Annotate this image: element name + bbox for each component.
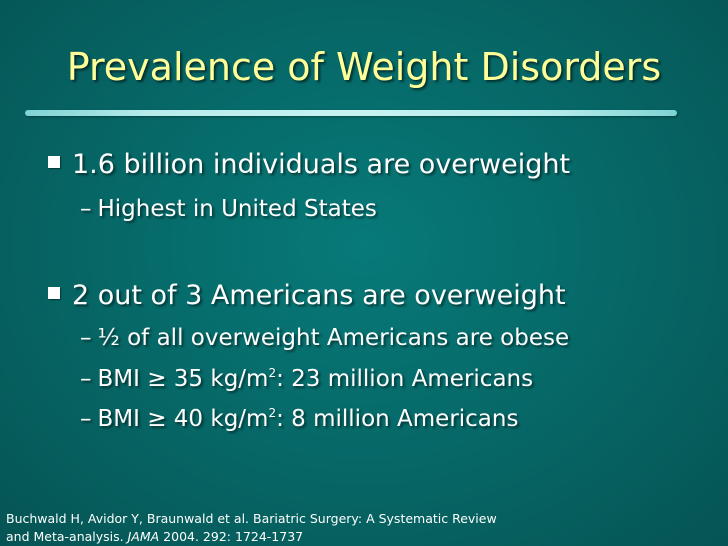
superscript-2: 2 [268,406,277,420]
title-underline [25,110,677,116]
dash-icon: – [80,406,92,432]
bullet-2-text: 2 out of 3 Americans are overweight [72,280,566,311]
square-bullet-icon [48,156,60,168]
citation-line-2-post: 2004. 292: 1724-1737 [159,529,304,544]
sub-bullet-2-1-text: ½ of all overweight Americans are obese [97,325,570,351]
sub-bullet-2-2-post: : 23 million Americans [276,366,534,392]
citation-journal: JAMA [127,529,160,544]
bullet-1: 1.6 billion individuals are overweight [48,148,570,182]
citation-line-2-pre: and Meta-analysis. [6,529,128,544]
sub-bullet-1-1: – Highest in United States [80,194,377,224]
bullet-1-text: 1.6 billion individuals are overweight [72,149,571,180]
bullet-2: 2 out of 3 Americans are overweight [48,279,566,313]
sub-bullet-2-3-post: : 8 million Americans [276,406,519,432]
slide-title: Prevalence of Weight Disorders [66,45,662,89]
citation-line-2: and Meta-analysis. JAMA 2004. 292: 1724-… [6,528,497,546]
square-bullet-icon [48,287,60,299]
dash-icon: – [80,366,92,392]
sub-bullet-2-1: – ½ of all overweight Americans are obese [80,323,569,353]
sub-bullet-2-3: – BMI ≥ 40 kg/m2: 8 million Americans [80,404,518,434]
sub-bullet-2-2-pre: BMI ≥ 35 kg/m [97,366,269,392]
sub-bullet-2-2: – BMI ≥ 35 kg/m2: 23 million Americans [80,364,533,394]
dash-icon: – [80,325,92,351]
superscript-2: 2 [268,366,277,380]
citation-line-1: Buchwald H, Avidor Y, Braunwald et al. B… [6,511,497,526]
dash-icon: – [80,196,92,222]
sub-bullet-1-1-text: Highest in United States [97,196,377,222]
citation: Buchwald H, Avidor Y, Braunwald et al. B… [6,510,497,546]
sub-bullet-2-3-pre: BMI ≥ 40 kg/m [97,406,269,432]
